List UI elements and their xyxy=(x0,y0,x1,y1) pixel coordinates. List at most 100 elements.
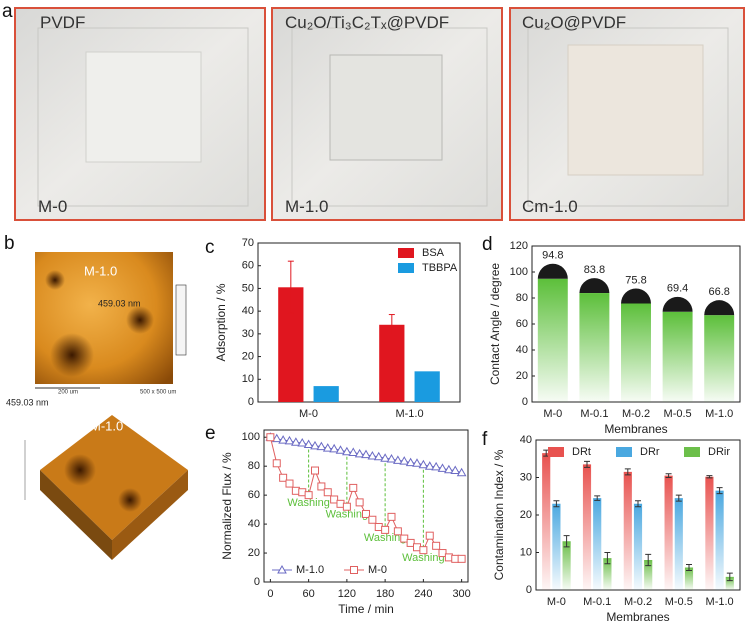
marker xyxy=(297,438,308,447)
y-tick-label: 40 xyxy=(248,518,260,530)
x-tick-label: M-1.0 xyxy=(705,408,733,420)
bar xyxy=(662,311,693,402)
marker xyxy=(271,433,282,443)
marker xyxy=(310,440,320,450)
y-tick-label: 0 xyxy=(254,576,260,588)
marker xyxy=(362,509,370,518)
marker xyxy=(381,525,390,534)
legend-swatch xyxy=(548,447,564,457)
y-tick-label: 10 xyxy=(242,373,254,385)
bar-cap xyxy=(662,296,693,312)
y-tick-label: 0 xyxy=(522,396,528,408)
afm-height: 459.03 nm xyxy=(98,298,141,308)
x-tick-label: 120 xyxy=(338,588,356,600)
bar xyxy=(704,315,735,402)
legend-label: TBBPA xyxy=(422,262,458,274)
photo-label: M-0 xyxy=(38,197,67,216)
marker xyxy=(335,445,346,454)
marker xyxy=(400,534,409,543)
marker xyxy=(278,435,288,444)
photo-title: Cu₂O/Ti₃C₂Tₓ@PVDF xyxy=(285,13,449,32)
x-tick-label: M-0.5 xyxy=(664,408,692,420)
bar xyxy=(603,558,612,590)
marker xyxy=(279,473,288,482)
marker xyxy=(291,437,301,446)
value-label: 94.8 xyxy=(542,250,563,262)
bar xyxy=(582,464,592,590)
bar xyxy=(705,476,714,590)
bar xyxy=(313,386,339,402)
y-tick-label: 70 xyxy=(242,237,254,249)
legend-label: BSA xyxy=(422,247,445,259)
x-tick-label: M-0 xyxy=(543,408,562,420)
marker xyxy=(419,546,428,555)
marker xyxy=(323,488,332,497)
marker xyxy=(373,451,384,461)
marker xyxy=(450,465,461,475)
marker xyxy=(456,467,467,477)
x-tick-label: 240 xyxy=(414,588,432,600)
y-tick-label: 30 xyxy=(520,471,532,483)
marker xyxy=(266,433,275,442)
y-tick-label: 60 xyxy=(242,260,254,272)
y-tick-label: 60 xyxy=(516,318,528,330)
y-tick-label: 20 xyxy=(248,547,260,559)
marker xyxy=(387,512,396,521)
y-tick-label: 20 xyxy=(516,370,528,382)
bar xyxy=(542,453,551,590)
x-tick-label: M-0.2 xyxy=(622,408,650,420)
y-tick-label: 50 xyxy=(242,282,254,294)
x-tick-label: M-1.0 xyxy=(395,408,423,420)
annotation: Washing xyxy=(287,497,329,509)
bar xyxy=(593,498,602,590)
panel-letter: a xyxy=(2,1,13,22)
bar-cap xyxy=(579,278,610,294)
marker xyxy=(431,461,441,471)
afm-size: 500 x 500 um xyxy=(140,390,176,396)
marker xyxy=(303,439,314,448)
y-tick-label: 10 xyxy=(520,546,532,558)
y-tick-label: 40 xyxy=(516,344,528,356)
photo: PVDF M-0 xyxy=(14,7,266,221)
afm-sample: M-1.0 xyxy=(84,263,117,278)
y-tick-label: 20 xyxy=(520,509,532,521)
x-axis-label: Membranes xyxy=(604,422,667,436)
y-tick-label: 60 xyxy=(248,489,260,501)
marker xyxy=(432,541,441,550)
x-tick-label: M-0 xyxy=(547,596,566,608)
bar xyxy=(552,503,561,590)
marker xyxy=(317,482,326,491)
x-tick-label: 300 xyxy=(452,588,470,600)
marker xyxy=(368,515,377,524)
plot-frame xyxy=(263,429,469,583)
value-label: 75.8 xyxy=(625,274,646,286)
marker xyxy=(277,564,287,574)
x-tick-label: M-0 xyxy=(299,408,318,420)
marker xyxy=(284,435,295,445)
bar xyxy=(725,576,734,590)
x-tick-label: 0 xyxy=(267,588,273,600)
x-tick-label: 60 xyxy=(303,588,315,600)
marker xyxy=(348,447,359,456)
x-tick-label: 180 xyxy=(376,588,394,600)
panel-letter: f xyxy=(482,429,488,450)
x-tick-label: M-1.0 xyxy=(706,596,734,608)
afm-height: 459.03 nm xyxy=(6,397,49,407)
marker xyxy=(425,531,434,540)
legend-swatch xyxy=(398,263,414,273)
marker xyxy=(405,457,416,467)
x-tick-label: M-0.1 xyxy=(583,596,611,608)
y-axis-label: Normalized Flux / % xyxy=(220,452,234,560)
marker xyxy=(399,456,410,465)
bar xyxy=(684,567,694,590)
marker xyxy=(457,554,466,563)
photo-title: Cu₂O@PVDF xyxy=(522,13,626,32)
marker xyxy=(393,527,402,536)
marker xyxy=(406,538,415,547)
photo-label: M-1.0 xyxy=(285,197,328,216)
y-tick-label: 40 xyxy=(520,434,532,446)
bar xyxy=(562,541,571,590)
panel-letter: d xyxy=(482,234,493,255)
panel-letter: c xyxy=(205,237,215,258)
